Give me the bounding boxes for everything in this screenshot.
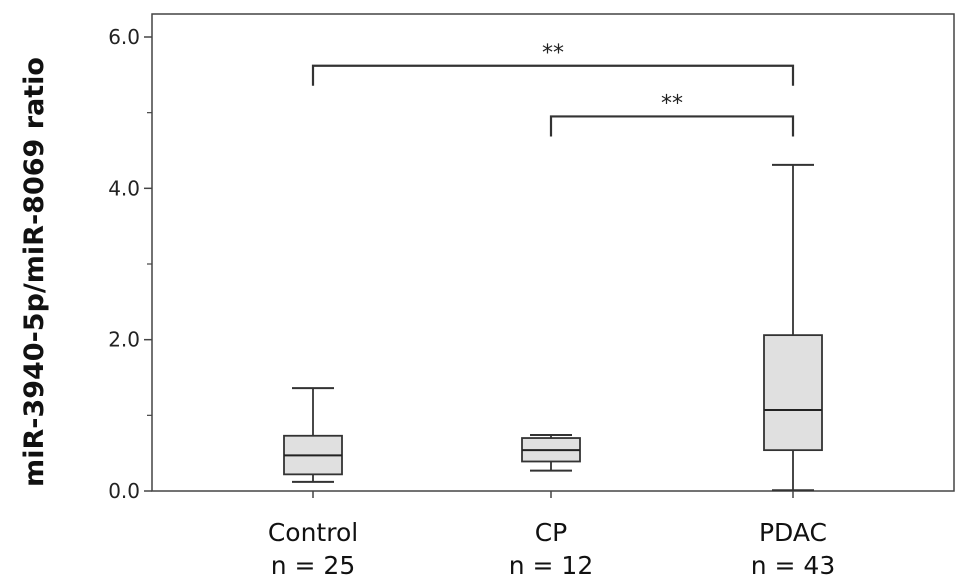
x-axis: Control n = 25 CP n = 12 PDAC n = 43 [268,491,835,580]
significance-bracket: ** [311,41,795,86]
box-pdac [763,163,823,492]
bracket-line [549,115,795,137]
y-axis-label: miR-3940-5p/miR-8069 ratio [19,57,50,487]
y-tick-label: 0.0 [108,479,140,503]
x-category-label: CP [535,518,568,547]
significance-bracket: ** [549,91,795,137]
significance-brackets: ** ** [311,41,795,137]
y-tick-label: 4.0 [108,176,140,200]
y-axis: 0.0 2.0 4.0 6.0 [108,25,152,503]
bracket-line [311,64,795,86]
significance-label: ** [661,91,683,116]
y-tick-label: 2.0 [108,328,140,352]
iqr-box [763,334,823,452]
x-category-n-label: n = 43 [751,551,836,580]
box-cp [521,434,581,472]
y-tick-label: 6.0 [108,25,140,49]
x-category-label: PDAC [759,518,827,547]
x-category-n-label: n = 12 [509,551,594,580]
x-category-label: Control [268,518,358,547]
box-control [283,387,343,483]
x-category-n-label: n = 25 [271,551,356,580]
plot-frame [151,13,955,492]
box-series [283,163,823,492]
significance-label: ** [542,41,564,66]
